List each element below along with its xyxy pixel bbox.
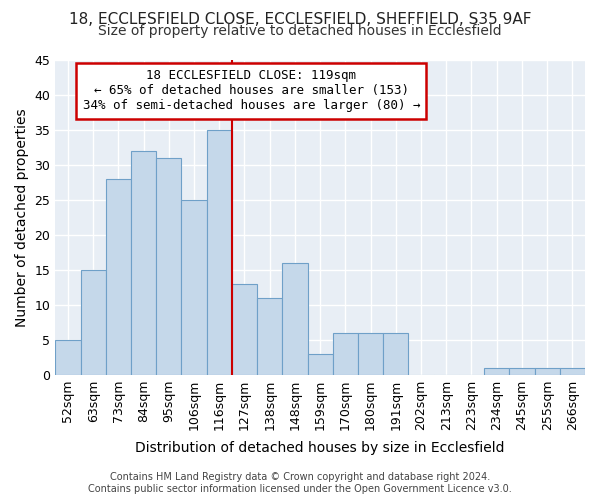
Bar xyxy=(55,340,80,374)
Bar xyxy=(383,332,409,374)
Y-axis label: Number of detached properties: Number of detached properties xyxy=(15,108,29,326)
Bar xyxy=(484,368,509,374)
Bar xyxy=(232,284,257,374)
Bar xyxy=(283,262,308,374)
Text: Contains HM Land Registry data © Crown copyright and database right 2024.
Contai: Contains HM Land Registry data © Crown c… xyxy=(88,472,512,494)
Bar xyxy=(257,298,283,374)
Text: Size of property relative to detached houses in Ecclesfield: Size of property relative to detached ho… xyxy=(98,24,502,38)
Bar xyxy=(181,200,206,374)
Bar xyxy=(206,130,232,374)
Bar xyxy=(106,179,131,374)
Bar xyxy=(131,151,156,374)
Bar xyxy=(308,354,333,374)
Bar xyxy=(333,332,358,374)
Bar xyxy=(535,368,560,374)
Bar xyxy=(560,368,585,374)
Bar xyxy=(80,270,106,374)
Bar xyxy=(358,332,383,374)
X-axis label: Distribution of detached houses by size in Ecclesfield: Distribution of detached houses by size … xyxy=(136,441,505,455)
Bar xyxy=(509,368,535,374)
Bar xyxy=(156,158,181,374)
Text: 18 ECCLESFIELD CLOSE: 119sqm
← 65% of detached houses are smaller (153)
34% of s: 18 ECCLESFIELD CLOSE: 119sqm ← 65% of de… xyxy=(83,70,420,112)
Text: 18, ECCLESFIELD CLOSE, ECCLESFIELD, SHEFFIELD, S35 9AF: 18, ECCLESFIELD CLOSE, ECCLESFIELD, SHEF… xyxy=(69,12,531,26)
